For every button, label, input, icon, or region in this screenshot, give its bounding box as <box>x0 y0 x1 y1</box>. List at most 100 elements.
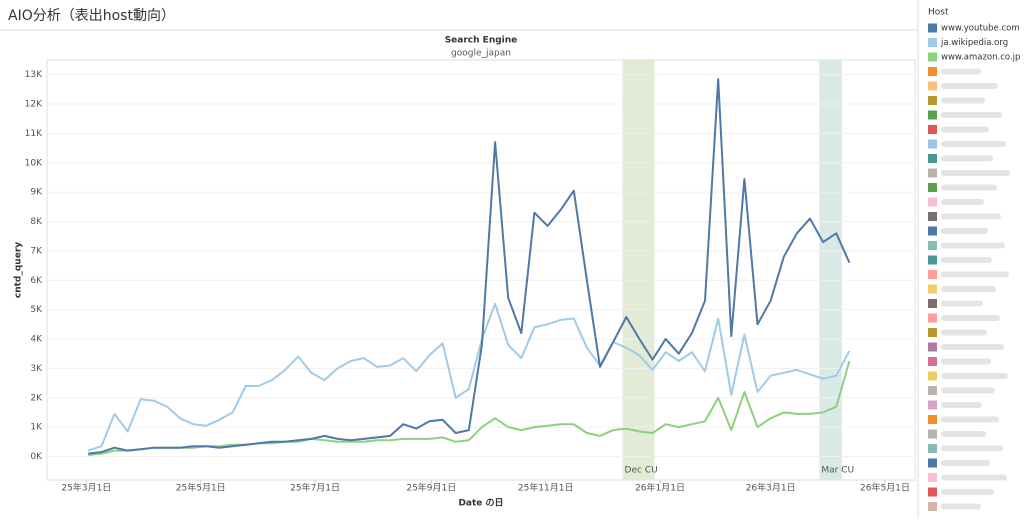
legend-label: www.youtube.com <box>941 24 1020 34</box>
y-tick-label: 0K <box>30 452 43 462</box>
y-tick-label: 9K <box>30 188 43 198</box>
legend-swatch-blurred <box>928 212 937 221</box>
legend-swatch-blurred <box>928 487 937 497</box>
legend-label: www.amazon.co.jp <box>941 53 1020 63</box>
y-tick-label: 13K <box>25 70 43 80</box>
legend-swatch-blurred <box>928 313 937 323</box>
legend-swatch-blurred <box>928 371 937 381</box>
y-tick-label: 4K <box>30 335 43 345</box>
legend-label-blurred <box>941 358 991 365</box>
y-tick-label: 1K <box>30 423 43 433</box>
legend-label-blurred <box>941 286 996 292</box>
legend-swatch-blurred <box>928 342 937 352</box>
reference-band <box>622 60 655 480</box>
legend-label-blurred <box>941 155 993 162</box>
x-tick-label: 25年9月1日 <box>406 482 456 494</box>
legend-label-blurred <box>941 431 986 437</box>
y-tick-label: 5K <box>30 305 43 315</box>
reference-band-label: Mar CU <box>821 466 854 476</box>
y-tick-label: 11K <box>25 129 43 139</box>
panel-value: google_japan <box>451 49 511 59</box>
legend-swatch-blurred <box>928 139 937 149</box>
legend-label-blurred <box>941 83 998 89</box>
legend-label-blurred <box>941 184 997 191</box>
plot-area <box>46 59 916 481</box>
y-tick-label: 3K <box>30 364 43 374</box>
x-tick-label: 25年3月1日 <box>61 482 111 494</box>
legend-swatch-blurred <box>928 415 937 424</box>
legend-swatch-blurred <box>928 183 937 192</box>
legend-swatch-blurred <box>928 168 937 178</box>
legend-label-blurred <box>941 199 984 205</box>
reference-band-label: Dec CU <box>625 466 658 476</box>
legend-swatch-blurred <box>928 197 937 207</box>
series-line <box>87 302 851 452</box>
x-tick-label: 26年3月1日 <box>746 482 796 494</box>
legend-label-blurred <box>941 97 985 104</box>
legend-label-blurred <box>941 460 990 466</box>
legend-swatch-blurred <box>928 81 937 91</box>
legend-label-blurred <box>941 489 994 495</box>
legend-swatch-blurred <box>928 255 937 265</box>
legend-label-blurred <box>941 315 1000 321</box>
y-tick-label: 8K <box>30 217 43 227</box>
panel-title: Search Engine <box>445 36 518 46</box>
legend-swatch-blurred <box>928 458 937 468</box>
chart-title: AIO分析（表出host動向） <box>8 8 175 24</box>
legend-label-blurred <box>941 344 1004 350</box>
legend-swatch-blurred <box>928 270 937 279</box>
legend-swatch-blurred <box>928 429 937 439</box>
legend-label-blurred <box>941 257 992 263</box>
legend-label-blurred <box>941 300 983 307</box>
legend-swatch-blurred <box>928 357 937 366</box>
legend-swatch <box>928 52 937 62</box>
legend-label-blurred <box>941 213 1001 220</box>
legend-swatch-blurred <box>928 241 937 250</box>
legend-swatch-blurred <box>928 67 937 76</box>
x-tick-label: 25年11月1日 <box>518 482 574 494</box>
legend-label-blurred <box>941 141 1006 147</box>
legend-swatch-blurred <box>928 299 937 308</box>
legend-swatch-blurred <box>928 226 937 236</box>
legend-label-blurred <box>941 329 987 336</box>
legend-label-blurred <box>941 445 1003 452</box>
legend-label-blurred <box>941 126 989 133</box>
y-tick-label: 10K <box>25 158 43 168</box>
series-line <box>88 78 851 455</box>
legend-swatch-blurred <box>928 284 937 294</box>
x-axis-title: Date の日 <box>458 498 503 509</box>
legend-swatch-blurred <box>928 444 937 453</box>
legend-swatch-blurred <box>928 502 937 511</box>
legend-label-blurred <box>941 112 1002 118</box>
legend-label-blurred <box>941 271 1009 278</box>
y-tick-label: 2K <box>30 393 43 403</box>
legend-label-blurred <box>941 373 1008 379</box>
x-tick-label: 26年1月1日 <box>635 482 685 494</box>
legend-swatch-blurred <box>928 400 937 410</box>
legend-swatch-blurred <box>928 386 937 395</box>
y-axis-title: cntd_query <box>14 242 24 298</box>
y-tick-label: 12K <box>25 100 43 110</box>
legend-swatch-blurred <box>928 110 937 120</box>
legend-swatch-blurred <box>928 328 937 337</box>
legend-label-blurred <box>941 387 995 394</box>
legend-label-blurred <box>941 228 988 234</box>
legend-title: Host <box>928 8 949 18</box>
legend-label-blurred <box>941 68 981 75</box>
legend-label-blurred <box>941 416 999 423</box>
legend-swatch <box>928 38 937 47</box>
legend-swatch-blurred <box>928 473 937 482</box>
reference-band <box>819 60 842 480</box>
legend-swatch <box>928 23 937 33</box>
y-tick-label: 7K <box>30 246 43 256</box>
legend-label-blurred <box>941 474 1007 481</box>
x-tick-label: 25年5月1日 <box>176 482 226 494</box>
legend-swatch-blurred <box>928 125 937 134</box>
legend-label: ja.wikipedia.org <box>940 38 1008 48</box>
x-tick-label: 25年7月1日 <box>290 482 340 494</box>
legend-label-blurred <box>941 503 981 510</box>
legend-swatch-blurred <box>928 154 937 163</box>
legend-label-blurred <box>941 402 982 408</box>
